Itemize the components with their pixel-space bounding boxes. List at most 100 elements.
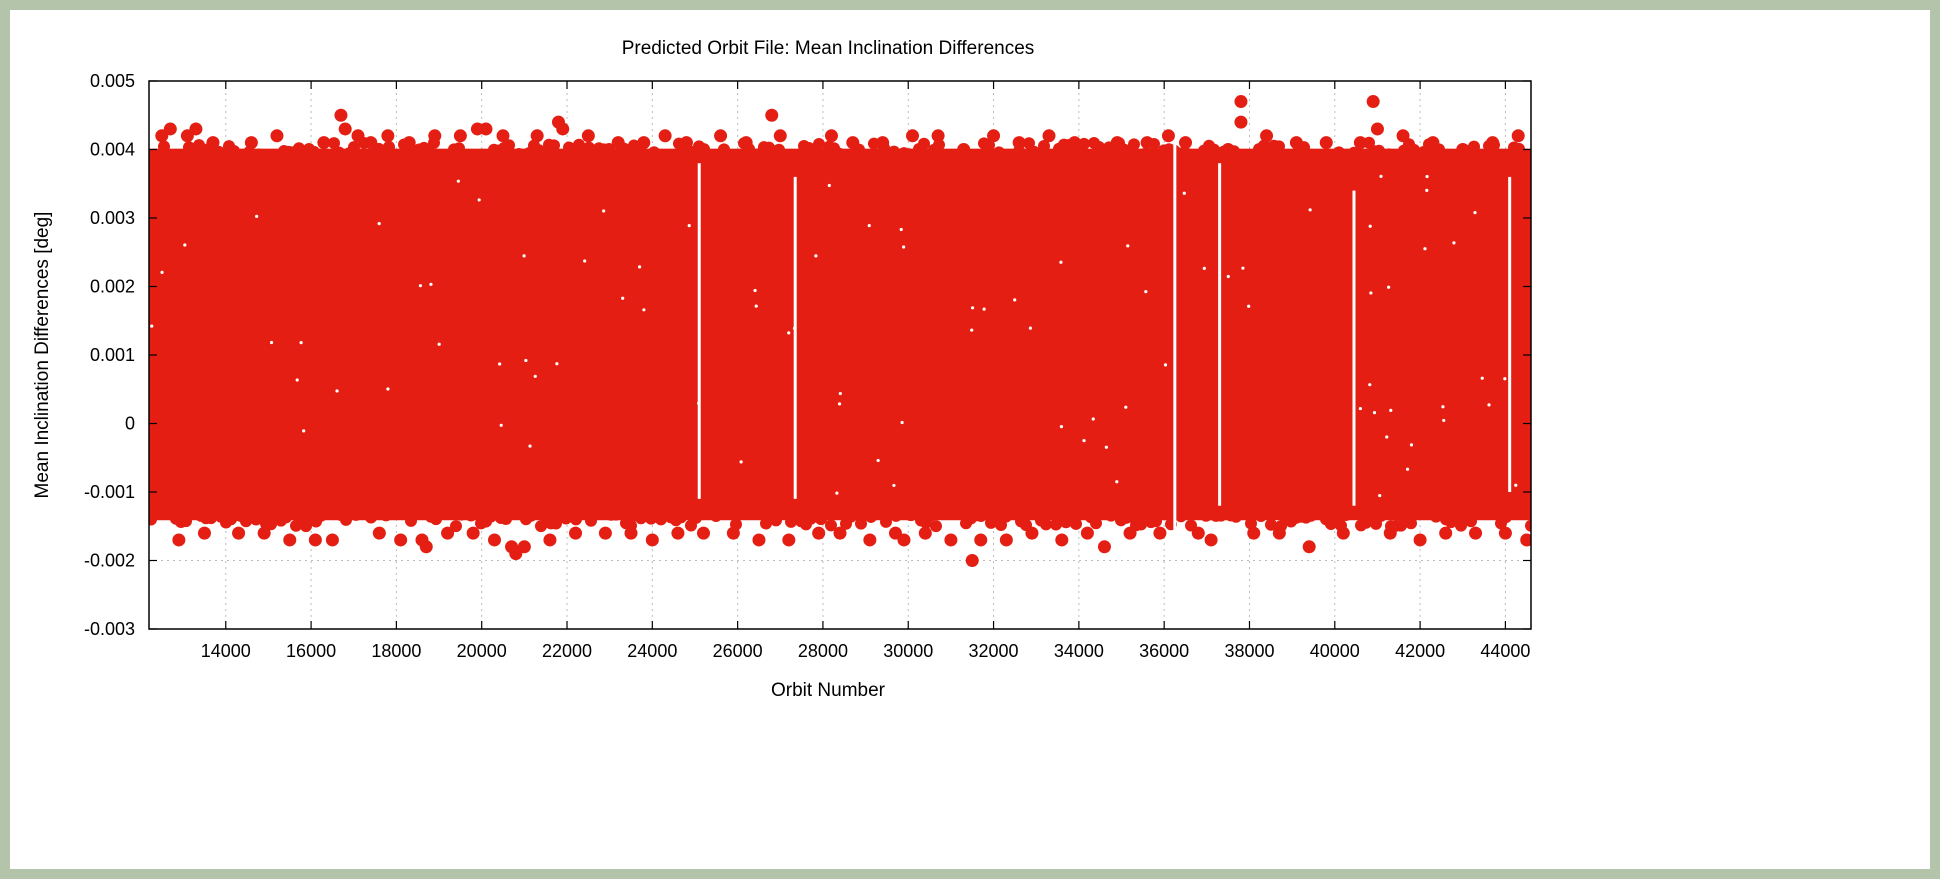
band-gap-speck (269, 340, 274, 345)
data-point (1073, 147, 1085, 160)
data-point (623, 153, 635, 166)
data-point (158, 140, 170, 153)
data-point (1068, 136, 1082, 150)
band-gap-speck (498, 362, 502, 366)
data-point (733, 156, 745, 169)
data-point (188, 155, 200, 168)
band-gap-speck (754, 304, 758, 308)
data-point (1025, 526, 1039, 540)
band-gap-speck (1013, 298, 1017, 302)
data-point (1383, 526, 1397, 540)
band-gap-speck (1358, 406, 1362, 411)
data-point (189, 122, 203, 136)
data-point (850, 506, 862, 519)
data-point (378, 158, 390, 171)
data-point (983, 139, 995, 152)
data-point (1045, 507, 1057, 520)
data-point (394, 533, 408, 547)
data-point (1353, 136, 1367, 150)
data-point (1435, 502, 1447, 515)
data-point (1110, 503, 1122, 516)
data-point (1520, 501, 1531, 514)
data-point (1289, 136, 1303, 150)
data-point (1520, 533, 1531, 547)
data-point (1078, 137, 1090, 150)
band-gap-speck (899, 227, 903, 232)
band-gap-speck (1369, 291, 1373, 295)
data-point (818, 150, 830, 163)
data-point (381, 129, 395, 143)
data-point (1396, 129, 1410, 143)
data-point (525, 509, 537, 522)
data-point (568, 156, 580, 169)
x-tick-label: 40000 (1310, 641, 1360, 661)
y-axis-label: Mean Inclination Differences [deg] (32, 212, 53, 499)
data-point (1265, 518, 1277, 531)
band-gap-speck (1059, 260, 1063, 264)
data-point (383, 140, 395, 153)
band-gap-speck (255, 214, 259, 218)
data-point (1140, 499, 1152, 512)
data-point (680, 499, 692, 512)
data-point (328, 137, 340, 150)
data-point (232, 526, 246, 540)
band-gap-speck (377, 222, 381, 226)
band-gap-speck (1385, 435, 1389, 439)
data-point (393, 149, 405, 162)
data-point (163, 122, 177, 136)
data-point (1478, 150, 1490, 163)
data-point (1090, 517, 1102, 530)
data-point (1223, 157, 1235, 170)
band-gap-speck (555, 362, 559, 366)
data-point (1235, 507, 1247, 520)
data-point (183, 141, 195, 154)
data-point (765, 500, 777, 513)
data-point (863, 153, 875, 166)
data-point (944, 533, 958, 547)
data-point (585, 514, 597, 527)
data-point (1030, 501, 1042, 514)
data-point (508, 157, 520, 170)
data-point (465, 509, 477, 522)
data-point (1098, 154, 1110, 167)
data-point (1234, 95, 1248, 109)
data-point (210, 501, 222, 514)
data-point (833, 526, 847, 540)
data-point (1153, 156, 1165, 169)
data-point (445, 501, 457, 514)
y-tick-label: -0.002 (84, 551, 135, 571)
data-point (714, 129, 728, 143)
data-point (453, 129, 467, 143)
data-point (679, 136, 693, 150)
band-gap-speck (1182, 191, 1186, 195)
band-gap-speck (183, 243, 187, 247)
data-point (218, 154, 230, 167)
data-point (799, 143, 813, 156)
data-point (1153, 526, 1167, 540)
data-point (910, 504, 922, 517)
data-point (725, 506, 737, 519)
band-gap-speck (970, 306, 975, 310)
data-point (888, 145, 900, 158)
data-band (149, 148, 1531, 521)
data-point (1040, 518, 1052, 531)
data-point (863, 533, 877, 547)
data-point (931, 129, 945, 143)
data-point (1000, 510, 1012, 523)
data-point (710, 509, 722, 522)
y-tick-label: 0.002 (90, 277, 135, 297)
data-point (815, 513, 827, 526)
data-point (1302, 540, 1316, 554)
data-point (213, 145, 225, 158)
band-gap-speck (838, 391, 842, 396)
data-point (752, 533, 766, 547)
data-point (1450, 509, 1462, 522)
data-point (1160, 499, 1172, 512)
data-point (930, 520, 942, 533)
data-point (763, 141, 775, 154)
band-gap-speck (295, 378, 299, 382)
band-gap-speck (876, 458, 880, 463)
data-point (980, 505, 992, 518)
data-point (423, 145, 435, 158)
x-tick-label: 38000 (1224, 641, 1274, 661)
